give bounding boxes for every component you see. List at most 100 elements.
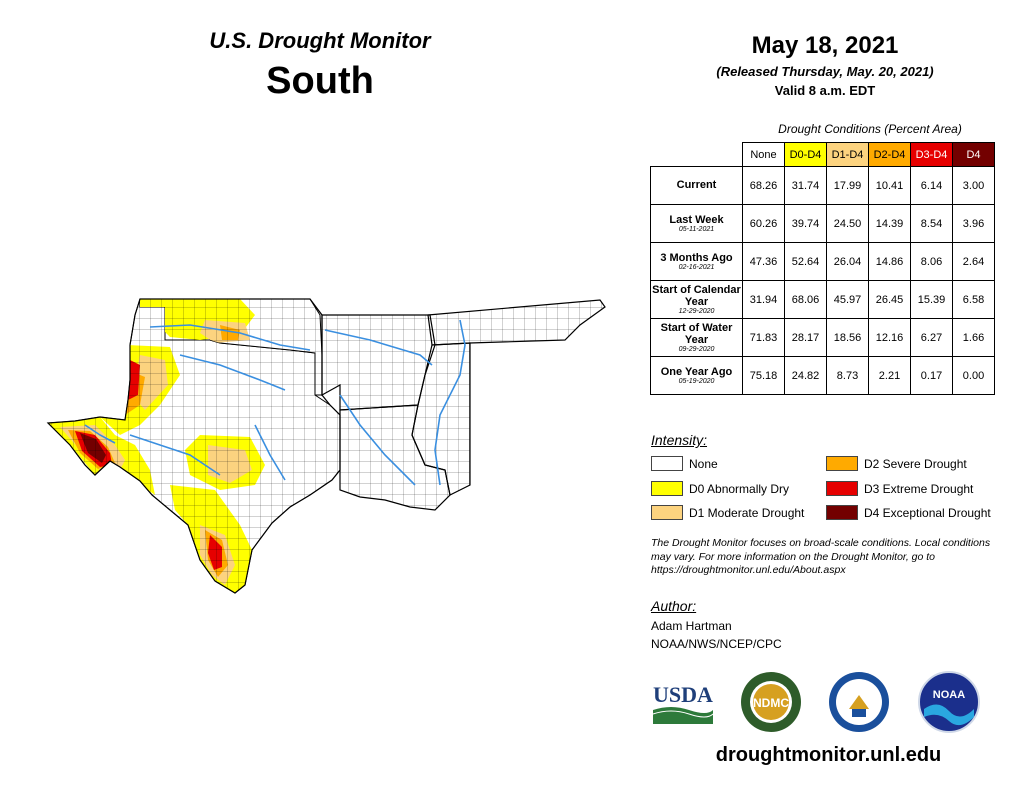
table-header-row: None D0-D4 D1-D4 D2-D4 D3-D4 D4 [651,142,995,167]
valid-time: Valid 8 a.m. EDT [774,83,876,98]
table-cell: 10.41 [868,166,911,205]
title-block: U.S. Drought Monitor South [150,28,490,103]
ndmc-logo: NDMC [741,672,801,732]
table-row: One Year Ago 05-19-2020 75.18 24.82 8.73 … [650,356,995,395]
legend-label: None [689,457,718,471]
row-label: Start of Water Year 09-29-2020 [650,318,743,357]
table-cell: 75.18 [742,356,785,395]
product-title: U.S. Drought Monitor [209,28,431,53]
usda-logo: USDA [652,682,714,724]
legend-swatch [826,456,858,471]
table-cell: 39.74 [784,204,827,243]
table-cell: 60.26 [742,204,785,243]
table-cell: 52.64 [784,242,827,281]
table-row: Last Week 05-11-2021 60.26 39.74 24.50 14… [650,204,995,243]
table-cell: 1.66 [952,318,995,357]
tx-ok-counties [46,298,341,594]
table-cell: 6.58 [952,280,995,319]
table-cell: 6.14 [910,166,953,205]
date-block: May 18, 2021 (Released Thursday, May. 20… [655,32,995,98]
footer-url[interactable]: droughtmonitor.unl.edu [715,744,942,766]
row-label-text: Current [676,179,717,192]
table-cell: 68.06 [784,280,827,319]
row-label: Start of Calendar Year 12-29-2020 [650,280,743,319]
legend-title: Intensity: [651,432,708,448]
col-d4: D4 [952,142,995,167]
table-cell: 31.74 [784,166,827,205]
legend-swatch [651,456,683,471]
row-label-text: Start of Water Year [660,321,733,346]
drought-map [46,298,606,594]
table-cell: 71.83 [742,318,785,357]
col-d3-d4: D3-D4 [910,142,953,167]
noaa-logo-text: NOAA [933,689,965,701]
col-d1-d4: D1-D4 [826,142,869,167]
table-cell: 3.96 [952,204,995,243]
row-label: 3 Months Ago 02-16-2021 [650,242,743,281]
table-cell: 12.16 [868,318,911,357]
row-date: 02-16-2021 [678,263,715,271]
rivers [84,319,466,486]
table-row: Current 68.26 31.74 17.99 10.41 6.14 3.0… [650,166,995,205]
arkansas-shape [321,314,436,411]
usda-logo-text: USDA [653,682,713,707]
table-cell: 17.99 [826,166,869,205]
table-row: 3 Months Ago 02-16-2021 47.36 52.64 26.04… [650,242,995,281]
map-date: May 18, 2021 [751,32,899,59]
noaa-logo: NOAA [918,671,980,733]
row-label-text: Start of Calendar Year [652,283,741,308]
legend-label: D2 Severe Drought [864,457,967,471]
author-name: Adam Hartman [651,619,732,633]
table-cell: 6.27 [910,318,953,357]
region-title: South [266,60,374,102]
table-cell: 24.50 [826,204,869,243]
table-cell: 15.39 [910,280,953,319]
table-cell: 0.17 [910,356,953,395]
disclaimer-note: The Drought Monitor focuses on broad-sca… [651,537,991,577]
legend-label: D0 Abnormally Dry [689,482,790,496]
table-cell: 2.21 [868,356,911,395]
table-cell: 47.36 [742,242,785,281]
table-cell: 45.97 [826,280,869,319]
col-d2-d4: D2-D4 [868,142,911,167]
row-label-text: Last Week [669,213,724,226]
row-label: Last Week 05-11-2021 [650,204,743,243]
release-date: (Released Thursday, May. 20, 2021) [716,64,934,79]
author-org: NOAA/NWS/NCEP/CPC [651,637,782,651]
legend-label: D1 Moderate Drought [689,506,805,520]
table-cell: 28.17 [784,318,827,357]
ndmc-logo-text: NDMC [753,696,789,710]
mississippi-shape [411,342,471,496]
table-cell: 14.39 [868,204,911,243]
table-cell: 31.94 [742,280,785,319]
row-date: 09-29-2020 [678,345,715,353]
drought-conditions-table: None D0-D4 D1-D4 D2-D4 D3-D4 D4 Current … [650,142,995,395]
tennessee-shape [427,299,606,346]
row-date: 12-29-2020 [678,307,715,315]
row-label-text: One Year Ago [660,365,733,378]
table-row: Start of Water Year 09-29-2020 71.83 28.1… [650,318,995,357]
author-heading: Author: [651,598,697,614]
table-cell: 0.00 [952,356,995,395]
legend-swatch [826,481,858,496]
table-row: Start of Calendar Year 12-29-2020 31.94 6… [650,280,995,319]
commerce-seal-logo [829,672,889,732]
table-cell: 2.64 [952,242,995,281]
table-cell: 26.45 [868,280,911,319]
row-label: Current [650,166,743,205]
table-cell: 68.26 [742,166,785,205]
table-cell: 26.04 [826,242,869,281]
row-label: One Year Ago 05-19-2020 [650,356,743,395]
table-cell: 18.56 [826,318,869,357]
table-cell: 3.00 [952,166,995,205]
table-cell: 14.86 [868,242,911,281]
legend-swatch [651,481,683,496]
legend-swatch [826,505,858,520]
table-cell: 8.54 [910,204,953,243]
row-date: 05-11-2021 [678,225,715,233]
legend-label: D4 Exceptional Drought [864,506,991,520]
table-corner [651,143,743,167]
col-d0-d4: D0-D4 [784,142,827,167]
legend-label: D3 Extreme Drought [864,482,974,496]
table-cell: 8.73 [826,356,869,395]
